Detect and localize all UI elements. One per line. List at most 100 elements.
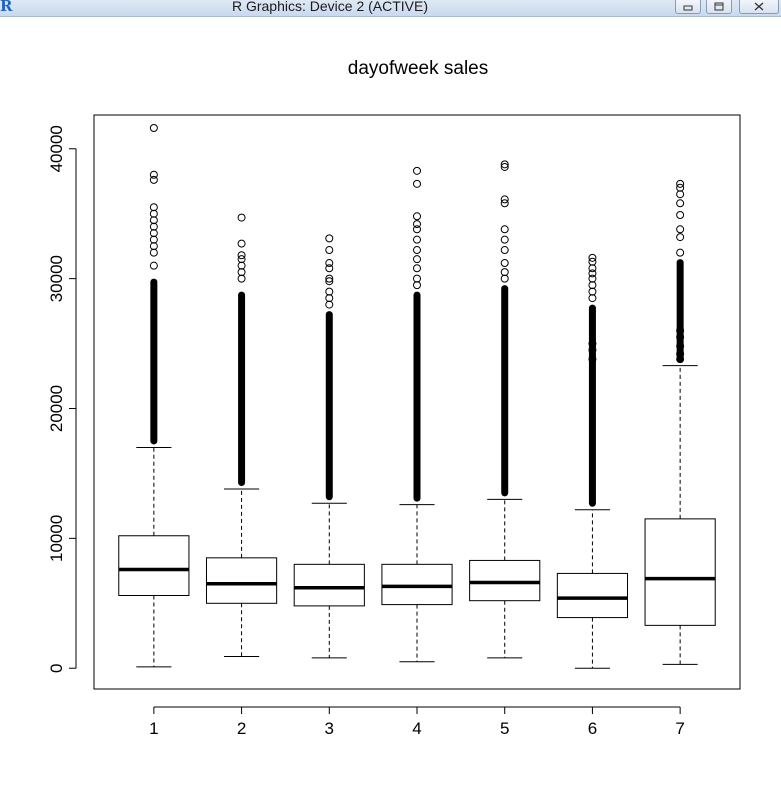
outlier-point [676, 349, 685, 358]
outlier-point [676, 190, 685, 199]
iqr-box [118, 535, 190, 596]
maximize-icon [714, 2, 724, 11]
outlier-point [500, 274, 509, 283]
box-3 [293, 234, 365, 659]
box-5 [469, 160, 541, 659]
outlier-point [237, 239, 246, 248]
y-tick-label: 10000 [47, 515, 66, 562]
x-tick-label: 5 [500, 719, 509, 738]
dense-outliers [588, 304, 596, 507]
box-7 [644, 179, 716, 665]
outlier-point [413, 220, 421, 229]
outlier-point [588, 346, 597, 355]
iqr-box [293, 563, 365, 607]
x-tick-label: 7 [675, 719, 684, 738]
outlier-point [500, 246, 509, 255]
window-titlebar[interactable]: R R Graphics: Device 2 (ACTIVE) [0, 0, 781, 17]
outlier-point [676, 183, 685, 192]
outlier-point [413, 246, 421, 255]
dense-outliers [676, 259, 684, 363]
y-tick-label: 0 [47, 663, 66, 672]
outlier-point [676, 326, 685, 335]
outlier-point [500, 225, 509, 234]
outlier-point [413, 235, 421, 244]
outlier-point [149, 235, 158, 244]
outlier-point [413, 225, 421, 234]
y-tick-label: 30000 [47, 255, 66, 302]
outlier-point [588, 294, 597, 303]
dense-outliers [501, 285, 509, 497]
outlier-point [325, 277, 334, 286]
outlier-point [325, 246, 334, 255]
outlier-point [676, 199, 685, 208]
dense-outliers [413, 291, 421, 502]
outlier-point [325, 300, 334, 309]
outlier-point [413, 274, 421, 283]
outlier-point [500, 160, 509, 169]
box-2 [205, 213, 278, 658]
outlier-point [149, 229, 158, 238]
outlier-point [149, 261, 158, 270]
outlier-point [588, 281, 597, 290]
x-axis: 1 2 3 4 5 6 7 [149, 706, 685, 738]
outlier-point [676, 210, 685, 219]
dense-outliers [325, 311, 333, 501]
outlier-point [237, 251, 246, 260]
dense-outliers [150, 278, 158, 445]
outlier-point [149, 203, 158, 212]
outlier-point [149, 170, 158, 179]
outlier-point [588, 257, 597, 266]
outlier-point [237, 213, 246, 222]
y-tick-label: 40000 [47, 125, 66, 172]
x-tick-label: 2 [237, 719, 246, 738]
outlier-point [588, 287, 597, 296]
iqr-box [205, 557, 278, 604]
outlier-point [325, 234, 334, 243]
outlier-point [500, 268, 509, 277]
outlier-point [413, 166, 421, 175]
maximize-button[interactable] [706, 0, 732, 14]
iqr-box [469, 559, 541, 602]
outlier-point [588, 264, 597, 273]
outlier-point [237, 261, 246, 270]
minimize-button[interactable] [675, 0, 701, 14]
close-icon [754, 2, 764, 11]
outlier-point [588, 339, 597, 348]
outlier-point [676, 342, 685, 351]
chart-title: dayofweek sales [348, 58, 488, 79]
outlier-point [500, 199, 509, 208]
outlier-point [149, 209, 158, 218]
outlier-point [676, 233, 685, 242]
r-logo-icon: R [0, 0, 13, 15]
outlier-point [588, 253, 597, 262]
outlier-point [325, 287, 334, 296]
outlier-point [237, 268, 246, 277]
close-button[interactable] [739, 0, 779, 14]
box-4 [381, 166, 453, 663]
outlier-point [325, 264, 334, 273]
outlier-point [500, 259, 509, 268]
outlier-point [325, 274, 334, 283]
outlier-point [413, 179, 421, 188]
outlier-point [413, 255, 421, 264]
boxplot-chart: dayofweek sales 0 10000 20000 30000 40000 1 2… [47, 58, 741, 738]
outlier-point [676, 355, 685, 364]
outlier-point [149, 175, 158, 184]
outlier-point [500, 162, 509, 171]
outlier-point [149, 123, 158, 132]
x-tick-label: 4 [412, 719, 421, 738]
outlier-point [149, 222, 158, 231]
minimize-icon [683, 5, 693, 11]
outlier-point [413, 281, 421, 290]
outlier-point [325, 294, 334, 303]
y-tick-label: 20000 [47, 385, 66, 432]
outlier-point [588, 269, 597, 278]
iqr-box [556, 572, 629, 619]
outlier-point [500, 235, 509, 244]
y-axis: 0 10000 20000 30000 40000 [47, 125, 77, 673]
box-1 [118, 123, 190, 668]
outlier-point [237, 255, 246, 264]
x-tick-label: 1 [149, 719, 158, 738]
iqr-box [644, 518, 716, 626]
window-title: R Graphics: Device 2 (ACTIVE) [231, 0, 429, 14]
